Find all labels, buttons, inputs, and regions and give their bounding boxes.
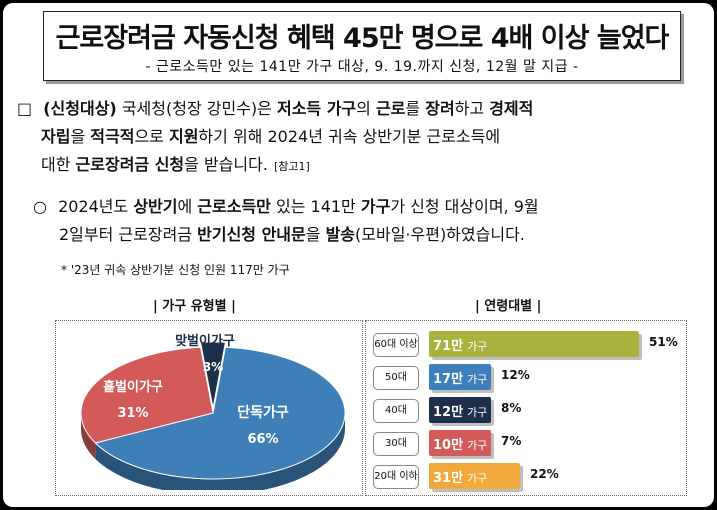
bar: 12만 가구 <box>429 397 491 423</box>
paragraph-1-line-2: 자립을 적극적으로 지원하기 위해 2024년 귀속 상반기분 근로소득에 <box>17 123 707 151</box>
text-segment: 장려 <box>425 99 455 118</box>
paragraph-1-line-1: □ (신청대상) 국세청(청장 강민수)은 저소득 가구의 근로를 장려하고 경… <box>17 95 707 123</box>
text-segment: 에 <box>177 197 198 216</box>
bar-unit-label: 가구 <box>467 472 488 485</box>
bar-unit-label: 가구 <box>467 439 488 452</box>
paragraph-1: □ (신청대상) 국세청(청장 강민수)은 저소득 가구의 근로를 장려하고 경… <box>17 95 707 181</box>
text-segment: 발송 <box>325 225 356 244</box>
bar-percent-label: 8% <box>501 401 522 415</box>
text-segment: 지원 <box>168 127 199 146</box>
reference-tag: [참고1] <box>273 160 310 173</box>
text-segment: 2일부터 근로장려금 <box>59 225 198 244</box>
text-segment: (모바일·우편)하였습니다. <box>355 225 525 244</box>
pie-label-value: 31% <box>117 406 148 421</box>
text-segment: 국세청(청장 강민수)은 <box>116 99 277 118</box>
bar-value-label: 12만 가구 <box>433 405 488 420</box>
bar-unit-label: 가구 <box>467 340 488 353</box>
text-segment: 를 <box>405 99 426 118</box>
bar-row: 20대 이하 31만 가구 22% <box>373 461 683 491</box>
bar-row: 40대 12만 가구 8% <box>373 395 683 425</box>
bar: 10만 가구 <box>429 430 491 456</box>
bar-percent-label: 12% <box>501 368 530 382</box>
page-subtitle: - 근로소득만 있는 141만 가구 대상, 9. 19.까지 신청, 12월 … <box>145 59 579 75</box>
bar-row: 60대 이상 71만 가구 51% <box>373 329 683 359</box>
text-segment: 대한 <box>41 155 76 174</box>
text-segment: (신청대상) <box>43 99 117 118</box>
text-segment: 반기신청 안내문 <box>197 225 306 244</box>
footnote: * '23년 귀속 상반기분 신청 인원 117만 가구 <box>61 263 290 277</box>
pie-label-name: 홑벌이가구 <box>103 379 163 395</box>
bar: 31만 가구 <box>429 463 520 489</box>
text-segment: 하기 위해 2024년 귀속 상반기분 근로소득에 <box>198 127 501 146</box>
text-segment: 자립 <box>41 127 71 146</box>
circle-bullet: ○ <box>33 197 47 216</box>
paragraph-2-line-2: 2일부터 근로장려금 반기신청 안내문을 발송(모바일·우편)하였습니다. <box>33 221 713 249</box>
bar-value-label: 71만 가구 <box>433 339 488 354</box>
text-segment: 가 신청 대상이며, 9월 <box>390 197 539 216</box>
text-segment: 저소득 가구 <box>276 99 357 118</box>
text-segment: 으로 <box>134 127 169 146</box>
bar: 71만 가구 <box>429 331 639 357</box>
bar-row: 50대 17만 가구 12% <box>373 362 683 392</box>
text-segment: 근로소득만 <box>197 197 271 216</box>
bar-category-label: 50대 <box>373 366 419 390</box>
bar-category-label: 30대 <box>373 432 419 456</box>
text-segment: 있는 141만 <box>270 197 361 216</box>
pie-label-name: 맞벌이가구 <box>175 333 235 349</box>
household-type-label: | 가구 유형별 | <box>153 299 236 314</box>
text-segment: 경제적 <box>489 99 534 118</box>
pie-label-value: 3% <box>203 360 223 374</box>
bar-percent-label: 22% <box>530 467 559 481</box>
bar-value-label: 10만 가구 <box>433 438 488 453</box>
pie-slice <box>199 341 227 409</box>
pie-slice-side <box>81 413 96 459</box>
bar-unit-label: 가구 <box>467 406 488 419</box>
text-segment: 하고 <box>454 99 490 118</box>
bar-percent-label: 7% <box>501 434 522 448</box>
pie-chart-box <box>55 320 363 496</box>
paragraph-1-line-3: 대한 근로장려금 신청을 받습니다. [참고1] <box>17 151 707 181</box>
document-frame: 근로장려금 자동신청 혜택 45만 명으로 4배 이상 늘었다 - 근로소득만 … <box>3 3 714 507</box>
text-segment: 의 <box>356 99 376 118</box>
pie-slice <box>80 346 214 444</box>
bar-category-label: 60대 이상 <box>373 333 419 357</box>
text-segment: 상반기 <box>133 197 178 216</box>
household-pie-chart: 단독가구 66% 홑벌이가구 31% 맞벌이가구 3% <box>80 333 346 490</box>
bar-category-label: 40대 <box>373 399 419 423</box>
text-segment: 근로장려금 신청 <box>75 155 185 174</box>
bar-category-label: 20대 이하 <box>373 465 419 489</box>
bar-row: 30대 10만 가구 7% <box>373 428 683 458</box>
pie-label-name: 단독가구 <box>237 404 289 421</box>
square-bullet: □ <box>17 99 33 118</box>
bar-unit-label: 가구 <box>467 373 488 386</box>
bar-value-label: 31만 가구 <box>433 471 488 486</box>
text-segment: 근로 <box>375 99 406 118</box>
text-segment: 적극적 <box>90 127 135 146</box>
text-segment: 2024년도 <box>58 197 134 216</box>
page-title: 근로장려금 자동신청 혜택 45만 명으로 4배 이상 늘었다 <box>55 23 670 54</box>
pie-slice <box>94 346 346 480</box>
bar-percent-label: 51% <box>649 335 678 349</box>
pie-label-value: 66% <box>247 432 278 447</box>
text-segment: 을 받습니다. <box>184 155 268 174</box>
bar: 17만 가구 <box>429 364 491 390</box>
paragraph-2-line-1: ○ 2024년도 상반기에 근로소득만 있는 141만 가구가 신청 대상이며,… <box>33 193 713 221</box>
text-segment: 을 <box>305 225 326 244</box>
paragraph-2: ○ 2024년도 상반기에 근로소득만 있는 141만 가구가 신청 대상이며,… <box>33 193 713 249</box>
pie-slice-side <box>95 413 345 490</box>
title-box: 근로장려금 자동신청 혜택 45만 명으로 4배 이상 늘었다 - 근로소득만 … <box>43 11 681 81</box>
text-segment: 가구 <box>360 197 391 216</box>
text-segment: 을 <box>70 127 91 146</box>
bar-chart-box <box>365 320 687 496</box>
age-group-label: | 연령대별 | <box>475 299 542 314</box>
bar-value-label: 17만 가구 <box>433 372 488 387</box>
age-bar-chart: 60대 이상 71만 가구 51% 50대 17만 가구 12% 40대 12만 가구 8% 30대 10… <box>373 329 683 489</box>
